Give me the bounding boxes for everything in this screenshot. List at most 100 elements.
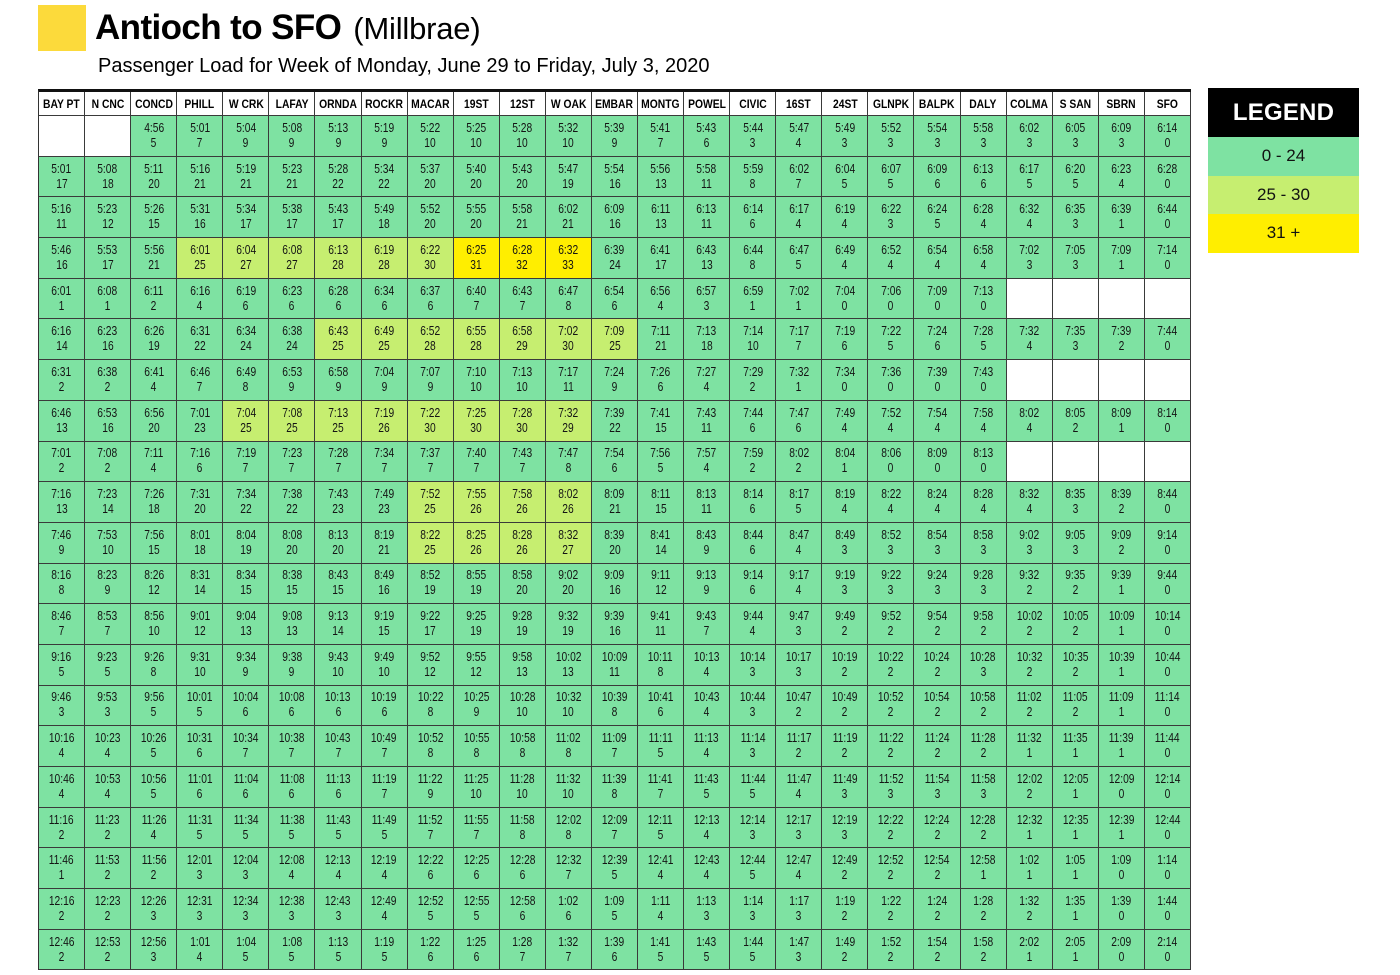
load-cell: 7:32 4 bbox=[1006, 319, 1053, 361]
departure-time: 10:38 bbox=[279, 731, 305, 746]
departure-time: 10:54 bbox=[924, 690, 950, 705]
passenger-load: 0 bbox=[934, 298, 940, 313]
departure-time: 8:13 bbox=[328, 527, 348, 542]
passenger-load: 3 bbox=[196, 908, 203, 923]
departure-time: 6:39 bbox=[1111, 202, 1132, 217]
departure-time: 7:17 bbox=[788, 324, 809, 339]
passenger-load: 21 bbox=[516, 217, 529, 232]
passenger-load: 10 bbox=[516, 786, 529, 801]
load-cell: 11:46 1 bbox=[39, 848, 86, 890]
departure-time: 5:58 bbox=[512, 202, 533, 217]
passenger-load: 5 bbox=[657, 827, 664, 842]
passenger-load: 5 bbox=[795, 502, 802, 517]
passenger-load: 28 bbox=[424, 339, 436, 354]
load-cell: 9:32 2 bbox=[1006, 563, 1053, 605]
load-cell: 6:13 28 bbox=[315, 238, 362, 279]
passenger-load: 4 bbox=[104, 786, 111, 801]
load-cell: 9:16 5 bbox=[39, 644, 86, 686]
passenger-load: 2 bbox=[1118, 542, 1125, 557]
passenger-load: 4 bbox=[795, 135, 802, 150]
load-cell: 11:44 0 bbox=[1144, 726, 1191, 767]
passenger-load: 18 bbox=[378, 217, 390, 232]
departure-time: 5:16 bbox=[189, 161, 210, 176]
load-cell: 6:32 33 bbox=[545, 238, 592, 279]
departure-time: 12:14 bbox=[739, 812, 766, 827]
column-header-12st: 12ST bbox=[499, 92, 546, 116]
passenger-load: 5 bbox=[473, 908, 480, 923]
load-cell: 7:55 26 bbox=[453, 482, 500, 523]
departure-time: 9:11 bbox=[650, 568, 671, 583]
passenger-load: 2 bbox=[842, 949, 848, 964]
departure-time: 12:43 bbox=[325, 893, 351, 908]
load-cell: 9:02 3 bbox=[1006, 522, 1053, 564]
load-cell: 11:52 7 bbox=[407, 807, 454, 849]
departure-time: 11:19 bbox=[371, 771, 397, 786]
passenger-load: 2 bbox=[104, 461, 111, 476]
passenger-load: 2 bbox=[749, 379, 756, 394]
passenger-load: 7 bbox=[473, 461, 480, 476]
load-cell: 12:05 1 bbox=[1052, 767, 1099, 808]
departure-time: 12:01 bbox=[186, 853, 213, 868]
departure-time: 1:13 bbox=[328, 934, 348, 949]
load-cell: 7:43 7 bbox=[499, 441, 546, 483]
load-cell: 8:22 25 bbox=[407, 522, 454, 564]
passenger-load: 5 bbox=[795, 257, 802, 272]
load-cell: 7:24 9 bbox=[591, 360, 639, 401]
passenger-load: 2 bbox=[1026, 624, 1033, 639]
passenger-load: 9 bbox=[611, 135, 618, 150]
passenger-load: 3 bbox=[842, 786, 848, 801]
departure-time: 7:13 bbox=[973, 283, 994, 298]
passenger-load: 1 bbox=[58, 298, 65, 313]
departure-time: 5:47 bbox=[558, 161, 579, 176]
passenger-load: 0 bbox=[1164, 135, 1171, 150]
departure-time: 7:01 bbox=[189, 405, 210, 420]
load-cell: 10:53 4 bbox=[85, 767, 132, 808]
load-cell: 7:19 6 bbox=[822, 319, 869, 361]
departure-time: 11:26 bbox=[141, 812, 167, 827]
load-cell: 9:39 16 bbox=[591, 604, 639, 645]
load-cell: 6:31 22 bbox=[177, 319, 224, 361]
load-cell: 11:38 5 bbox=[269, 807, 316, 849]
load-cell: 1:52 2 bbox=[868, 929, 915, 971]
passenger-load: 1 bbox=[104, 298, 111, 313]
departure-time: 6:44 bbox=[1157, 202, 1178, 217]
departure-time: 2:05 bbox=[1065, 934, 1086, 949]
load-cell: 7:04 25 bbox=[223, 400, 270, 442]
departure-time: 7:28 bbox=[328, 446, 348, 461]
passenger-load: 21 bbox=[194, 176, 206, 191]
passenger-load: 19 bbox=[147, 339, 160, 354]
departure-time: 11:43 bbox=[325, 812, 351, 827]
load-cell: 1:24 2 bbox=[914, 889, 961, 930]
departure-time: 5:08 bbox=[97, 161, 118, 176]
load-cell: 5:47 19 bbox=[545, 156, 592, 198]
passenger-load: 5 bbox=[611, 868, 618, 883]
passenger-load: 5 bbox=[150, 705, 157, 720]
passenger-load: 0 bbox=[934, 379, 940, 394]
passenger-load: 4 bbox=[703, 461, 710, 476]
passenger-load: 3 bbox=[934, 135, 940, 150]
departure-time: 7:39 bbox=[927, 364, 947, 379]
passenger-load: 9 bbox=[104, 583, 111, 598]
passenger-load: 4 bbox=[104, 746, 111, 761]
passenger-load: 28 bbox=[332, 257, 344, 272]
passenger-load: 2 bbox=[980, 827, 986, 842]
load-cell: 7:19 26 bbox=[361, 400, 408, 442]
load-cell: 7:13 0 bbox=[960, 278, 1007, 320]
empty-cell bbox=[39, 116, 86, 157]
departure-time: 6:24 bbox=[927, 202, 947, 217]
passenger-load: 3 bbox=[749, 664, 756, 679]
passenger-load: 20 bbox=[332, 542, 344, 557]
load-cell: 11:28 10 bbox=[499, 767, 546, 808]
column-header-label: MACAR bbox=[410, 96, 450, 111]
departure-time: 1:14 bbox=[1157, 853, 1178, 868]
departure-time: 9:09 bbox=[604, 568, 625, 583]
passenger-load: 6 bbox=[243, 786, 249, 801]
departure-time: 1:13 bbox=[696, 893, 717, 908]
departure-time: 10:32 bbox=[555, 690, 582, 705]
departure-time: 9:04 bbox=[235, 609, 256, 624]
load-cell: 1:43 5 bbox=[684, 929, 731, 971]
departure-time: 1:09 bbox=[1111, 853, 1132, 868]
passenger-load: 17 bbox=[424, 624, 436, 639]
departure-time: 12:22 bbox=[417, 853, 443, 868]
departure-time: 5:44 bbox=[742, 120, 763, 135]
